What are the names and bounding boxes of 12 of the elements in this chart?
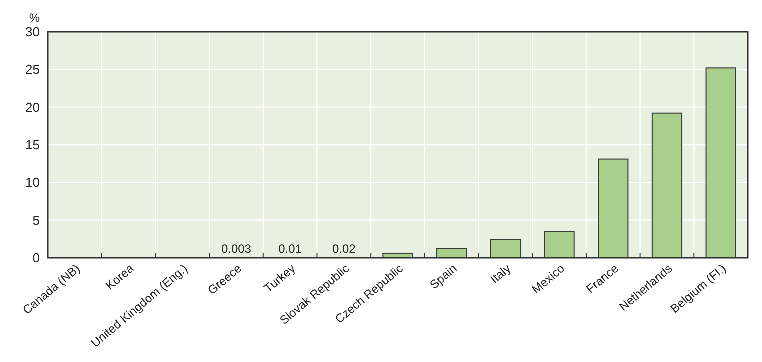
- y-tick-label: 5: [32, 212, 40, 228]
- y-tick-label: 0: [32, 250, 40, 266]
- x-tick-label: Italy: [488, 262, 514, 286]
- data-label: 0.02: [332, 242, 356, 256]
- y-tick-label: 15: [26, 138, 40, 153]
- y-tick-label: 20: [26, 100, 40, 115]
- data-label: 0.003: [221, 242, 252, 256]
- y-tick-label: 25: [26, 62, 40, 78]
- data-label: 0.01: [278, 242, 302, 256]
- y-tick-label: 30: [26, 24, 40, 40]
- y-axis-title: %: [29, 11, 40, 25]
- y-tick-label: 10: [26, 175, 40, 190]
